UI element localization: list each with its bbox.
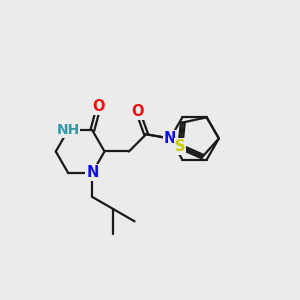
Text: N: N (86, 165, 98, 180)
Text: O: O (131, 104, 144, 119)
Text: O: O (92, 99, 105, 114)
Text: S: S (175, 139, 186, 154)
Text: N: N (164, 131, 176, 146)
Text: NH: NH (56, 123, 80, 137)
